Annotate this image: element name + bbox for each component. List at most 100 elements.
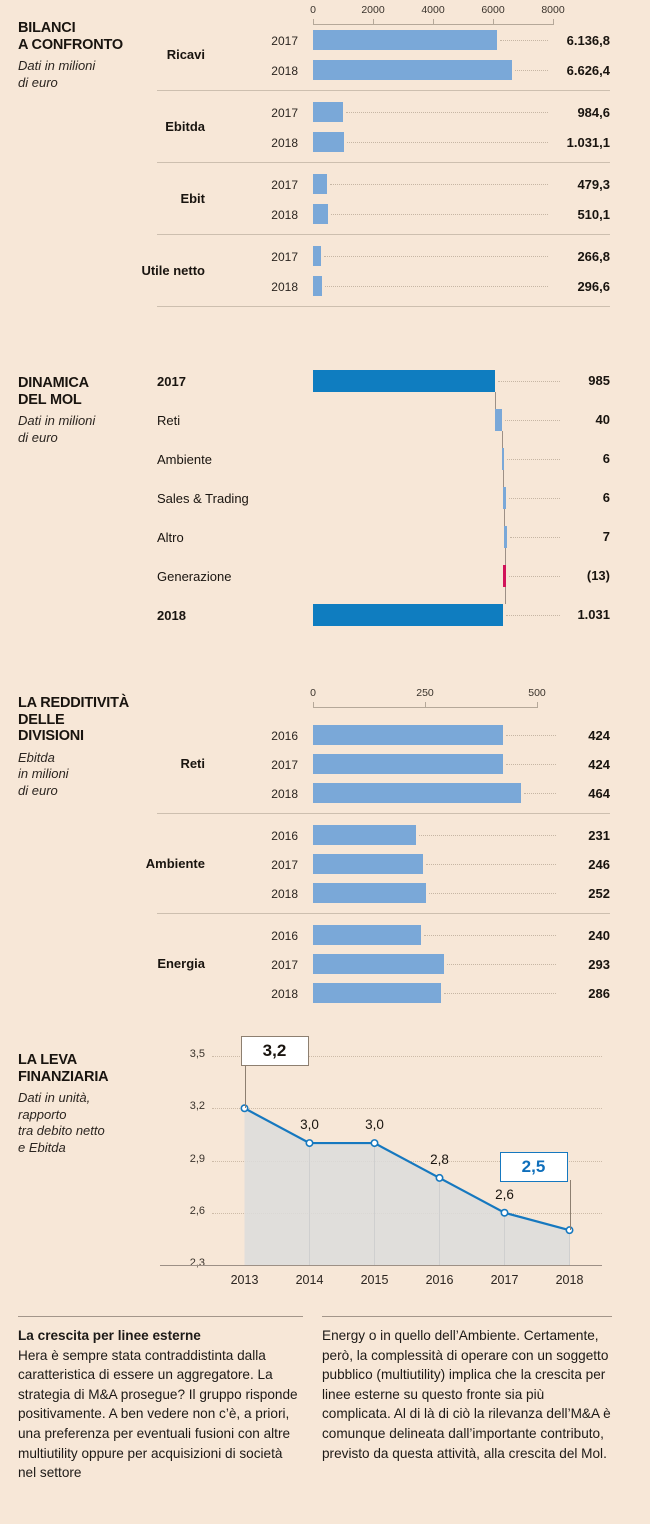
divisioni-axis-tick-label: 500 (528, 687, 546, 699)
bilanci-leader-line (330, 184, 548, 186)
leva-subtitle-line4: e Ebitda (18, 1139, 66, 1155)
divisioni-category-label: Energia (157, 956, 205, 971)
divisioni-category-label: Ambiente (145, 856, 205, 871)
leva-subtitle-line1: Dati in unità, (18, 1090, 91, 1105)
divisioni-heading: LA REDDITIVITÀ DELLE DIVISIONI Ebitda in… (18, 695, 163, 799)
bilanci-leader-line (514, 70, 548, 72)
divisioni-value-label: 231 (588, 828, 610, 843)
mol-bar-total (313, 370, 495, 392)
leva-data-point (565, 1226, 574, 1235)
divisioni-bar (313, 925, 421, 945)
bilanci-subtitle-line1: Dati in milioni (18, 58, 96, 73)
bilanci-value-label: 479,3 (577, 177, 610, 192)
footer-left-body: Hera è sempre stata contraddistinta dall… (18, 1347, 298, 1481)
mol-category-label: 2017 (157, 374, 186, 389)
bilanci-heading: BILANCI A CONFRONTO Dati in milioni di e… (18, 20, 163, 91)
divisioni-subtitle-line1: Ebitda (18, 749, 55, 765)
divisioni-bar (313, 883, 426, 903)
leva-x-tick-label: 2014 (295, 1273, 324, 1287)
divisioni-year-label: 2016 (271, 729, 298, 743)
divisioni-leader-line (444, 993, 556, 995)
divisioni-axis-tick (537, 702, 538, 708)
leva-callout-stem (569, 1180, 571, 1231)
leva-subtitle-line2: rapporto (18, 1106, 67, 1122)
footer-rule-right (322, 1316, 612, 1317)
bilanci-bar (313, 204, 329, 224)
divisioni-year-label: 2017 (271, 958, 298, 972)
section-leva-finanziaria: LA LEVA FINANZIARIA Dati in unità, rappo… (0, 1020, 650, 1316)
leva-data-point (305, 1139, 314, 1148)
divisioni-value-label: 293 (588, 957, 610, 972)
mol-leader-line (507, 459, 560, 461)
divisioni-bar (313, 854, 424, 874)
leva-x-tick-label: 2015 (360, 1273, 389, 1287)
bilanci-category-label: Utile netto (141, 263, 205, 278)
mol-step-connector (503, 470, 504, 487)
mol-category-label: Sales & Trading (157, 491, 249, 506)
mol-value-label: 7 (602, 529, 610, 544)
bilanci-bar (313, 102, 343, 122)
footer-column-right: Energy o in quello dell’Ambiente. Certam… (322, 1326, 614, 1463)
divisioni-title-line1: LA REDDITIVITÀ (18, 695, 130, 711)
footer-right-body: Energy o in quello dell’Ambiente. Certam… (322, 1328, 611, 1461)
leva-gridline (212, 1108, 602, 1110)
bilanci-bar (313, 30, 498, 50)
divisioni-leader-line (523, 793, 556, 795)
mol-step-connector (494, 392, 496, 409)
divisioni-bar (313, 783, 521, 803)
mol-leader-line (504, 420, 560, 422)
mol-step-connector (504, 509, 506, 526)
mol-value-label: 6 (602, 490, 610, 505)
bilanci-year-label: 2018 (271, 64, 298, 78)
bilanci-bar (313, 246, 321, 266)
divisioni-subtitle-line2: in milioni (18, 766, 69, 781)
bilanci-axis-tick (553, 19, 554, 25)
bilanci-title-line1: BILANCI (18, 20, 76, 36)
leva-y-tick-label: 3,5 (189, 1048, 205, 1060)
mol-bar-increase (504, 526, 507, 548)
leva-gridline (212, 1056, 602, 1058)
leva-x-tick-label: 2018 (555, 1273, 584, 1287)
divisioni-value-label: 424 (588, 728, 610, 743)
mol-value-label: (13) (586, 568, 610, 583)
leva-title-line1: LA LEVA (18, 1052, 78, 1068)
bilanci-value-label: 984,6 (577, 105, 610, 120)
bilanci-value-label: 266,8 (577, 249, 610, 264)
bilanci-year-label: 2018 (271, 208, 298, 222)
mol-leader-line (508, 498, 560, 500)
bilanci-bar (313, 174, 328, 194)
leva-x-tick-label: 2017 (490, 1273, 519, 1287)
leva-line-chart: 2,3 2,6 2,9 3,2 3,5 2013 2014 2015 2016 2017 2018 3… (0, 1020, 650, 1310)
bilanci-category-label: Ricavi (166, 47, 205, 62)
divisioni-category-label: Reti (180, 756, 205, 771)
bilanci-category-label: Ebit (180, 191, 205, 206)
bilanci-category-label: Ebitda (165, 119, 205, 134)
divisioni-x-axis: 0 250 500 (0, 670, 650, 710)
bilanci-year-label: 2017 (271, 250, 298, 264)
bilanci-leader-line (324, 256, 548, 258)
divisioni-leader-line (505, 735, 556, 737)
divisioni-bar (313, 983, 442, 1003)
bilanci-leader-line (331, 214, 548, 216)
leva-point-label: 3,0 (300, 1117, 319, 1133)
bilanci-value-label: 6.136,8 (566, 33, 610, 48)
bilanci-axis-tick-label: 4000 (421, 4, 445, 16)
divisioni-axis-tick-label: 250 (416, 687, 434, 699)
divisioni-bar (313, 725, 503, 745)
mol-step-connector (501, 431, 503, 448)
leva-data-point (500, 1208, 509, 1217)
bilanci-axis-tick-label: 0 (310, 4, 316, 16)
bilanci-axis-tick (433, 19, 434, 25)
bilanci-leader-line (345, 112, 548, 114)
divisioni-year-label: 2017 (271, 758, 298, 772)
mol-title-line2: DEL MOL (18, 391, 82, 408)
bilanci-value-label: 1.031,1 (566, 135, 610, 150)
mol-leader-line (497, 381, 560, 383)
mol-step-connector (505, 548, 507, 565)
leva-line-svg (240, 1104, 574, 1265)
divisioni-value-label: 252 (588, 886, 610, 901)
leva-title-line2: FINANZIARIA (18, 1068, 109, 1085)
divisioni-year-label: 2017 (271, 858, 298, 872)
mol-title-line1: DINAMICA (18, 375, 89, 391)
bilanci-leader-line (346, 142, 548, 144)
